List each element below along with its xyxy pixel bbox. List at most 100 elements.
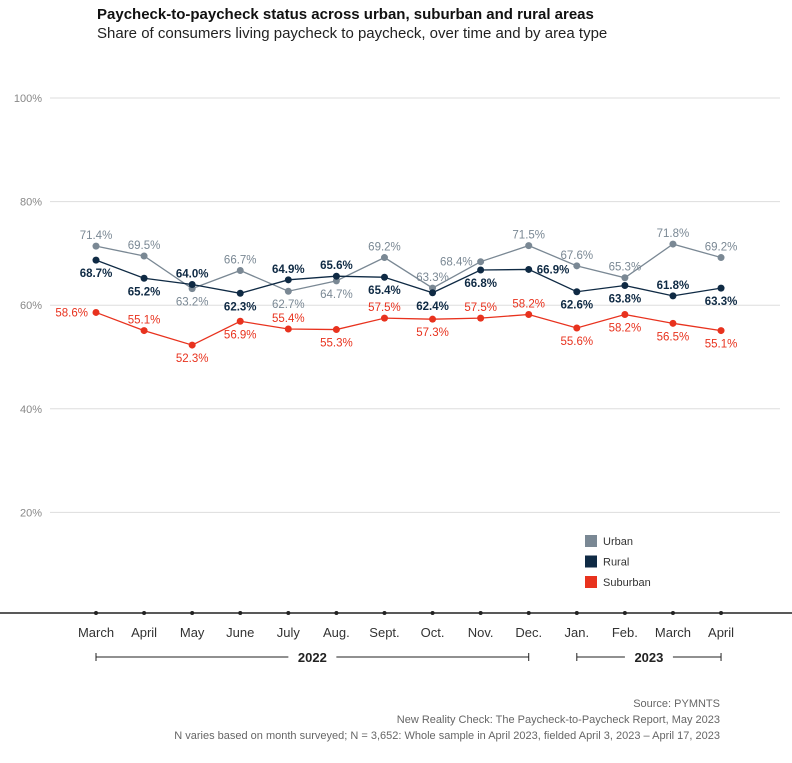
year-label: 2022 — [298, 650, 327, 665]
data-point-suburban — [669, 319, 677, 327]
x-tick — [478, 611, 483, 615]
chart-title: Paycheck-to-paycheck status across urban… — [97, 6, 594, 23]
x-tick-label: Oct. — [421, 625, 445, 640]
legend-swatch-suburban — [585, 576, 597, 588]
x-tick-label: June — [226, 625, 254, 640]
data-label: 66.9% — [537, 264, 570, 276]
report-note: New Reality Check: The Paycheck-to-Paych… — [396, 714, 720, 726]
data-point-rural — [332, 272, 340, 280]
x-tick-label: Nov. — [468, 625, 494, 640]
data-label: 65.6% — [320, 260, 353, 272]
data-point-rural — [573, 288, 581, 296]
data-label: 63.8% — [609, 294, 642, 306]
data-label: 56.9% — [224, 329, 257, 341]
data-point-urban — [621, 274, 629, 282]
data-label: 58.2% — [512, 299, 545, 311]
legend-label: Rural — [603, 557, 629, 569]
x-tick — [526, 611, 531, 615]
sample-note: N varies based on month surveyed; N = 3,… — [174, 730, 720, 742]
y-tick-label: 40% — [20, 404, 42, 416]
data-point-suburban — [92, 308, 100, 316]
x-tick-label: April — [131, 625, 157, 640]
data-label: 57.3% — [416, 327, 449, 339]
data-label: 64.0% — [176, 268, 209, 280]
data-point-suburban — [621, 311, 629, 319]
data-point-urban — [669, 240, 677, 248]
data-label: 55.6% — [560, 336, 593, 348]
data-label: 58.6% — [55, 307, 88, 319]
x-tick-label: Aug. — [323, 625, 350, 640]
data-label: 62.6% — [560, 300, 593, 312]
data-label: 55.1% — [128, 315, 161, 327]
data-point-rural — [669, 292, 677, 300]
data-point-suburban — [717, 327, 725, 335]
data-point-urban — [380, 254, 388, 262]
x-tick-label: July — [277, 625, 301, 640]
data-point-rural — [429, 289, 437, 297]
data-label: 68.4% — [440, 257, 473, 269]
data-label: 58.2% — [609, 323, 642, 335]
data-point-suburban — [573, 324, 581, 332]
y-tick-label: 60% — [20, 300, 42, 312]
x-tick-label: Sept. — [369, 625, 399, 640]
x-tick — [238, 611, 243, 615]
data-label: 68.7% — [80, 268, 113, 280]
data-label: 52.3% — [176, 353, 209, 365]
x-tick — [670, 611, 675, 615]
x-tick-label: Dec. — [515, 625, 542, 640]
data-label: 65.4% — [368, 285, 401, 297]
data-label: 65.2% — [128, 286, 161, 298]
data-point-urban — [525, 242, 533, 250]
data-label: 55.1% — [705, 339, 738, 351]
data-label: 66.8% — [464, 278, 497, 290]
data-point-suburban — [525, 311, 533, 319]
data-point-suburban — [429, 315, 437, 323]
data-point-suburban — [236, 317, 244, 325]
legend-label: Suburban — [603, 577, 651, 589]
data-label: 63.2% — [176, 297, 209, 309]
data-point-suburban — [140, 327, 148, 335]
y-tick-label: 100% — [14, 93, 42, 105]
data-label: 63.3% — [705, 296, 738, 308]
x-tick-label: March — [78, 625, 114, 640]
source-note: Source: PYMNTS — [633, 698, 720, 710]
chart-subtitle: Share of consumers living paycheck to pa… — [97, 25, 608, 42]
legend-swatch-urban — [585, 535, 597, 547]
series-line-suburban — [95, 311, 722, 346]
data-point-rural — [236, 289, 244, 297]
data-point-urban — [477, 258, 485, 266]
data-label: 69.2% — [705, 242, 738, 254]
data-label: 69.2% — [368, 242, 401, 254]
data-point-rural — [188, 280, 196, 288]
x-tick — [286, 611, 291, 615]
data-label: 57.5% — [368, 302, 401, 314]
data-point-suburban — [477, 314, 485, 322]
data-point-urban — [717, 254, 725, 262]
x-tick-label: Jan. — [565, 625, 590, 640]
data-point-rural — [380, 273, 388, 281]
data-point-urban — [140, 252, 148, 260]
x-tick-label: April — [708, 625, 734, 640]
legend-label: Urban — [603, 536, 633, 548]
x-tick — [190, 611, 195, 615]
data-point-suburban — [284, 325, 292, 333]
x-tick-label: Feb. — [612, 625, 638, 640]
data-point-urban — [92, 242, 100, 250]
x-tick — [382, 611, 387, 615]
data-label: 62.7% — [272, 299, 305, 311]
data-label: 64.7% — [320, 289, 353, 301]
x-tick — [719, 611, 724, 615]
data-point-rural — [284, 276, 292, 284]
data-label: 63.3% — [416, 272, 449, 284]
data-label: 64.9% — [272, 264, 305, 276]
data-point-rural — [92, 256, 100, 264]
series-line-rural — [95, 259, 722, 297]
legend-swatch-rural — [585, 555, 597, 568]
data-point-suburban — [332, 326, 340, 334]
data-label: 61.8% — [657, 280, 690, 292]
x-tick — [622, 611, 627, 615]
data-point-rural — [717, 284, 725, 292]
data-point-urban — [573, 262, 581, 270]
data-label: 55.4% — [272, 313, 305, 325]
